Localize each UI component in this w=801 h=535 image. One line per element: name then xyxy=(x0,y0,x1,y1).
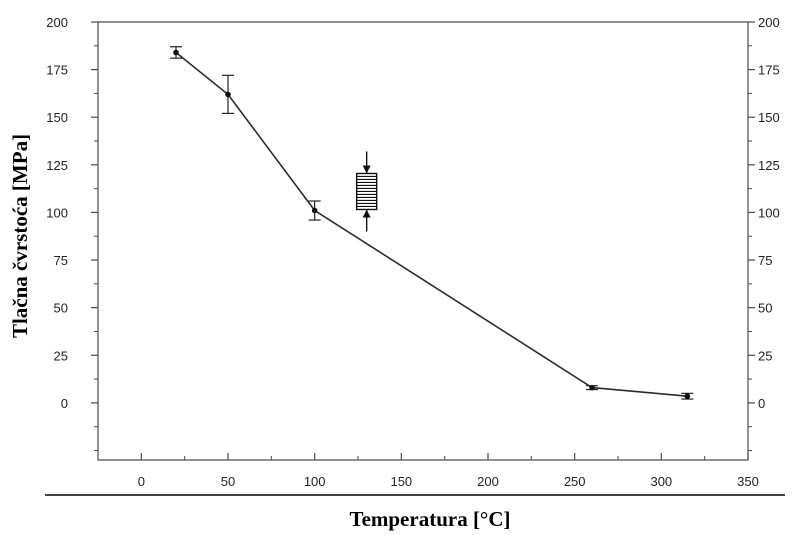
y-tick-label-right: 0 xyxy=(758,396,765,411)
y-tick-label-right: 200 xyxy=(758,15,780,30)
y-tick-label-right: 125 xyxy=(758,158,780,173)
y-tick-label-left: 75 xyxy=(54,253,68,268)
y-tick-label-right: 150 xyxy=(758,110,780,125)
y-tick-label-left: 0 xyxy=(61,396,68,411)
data-point xyxy=(311,207,318,214)
y-tick-label-left: 50 xyxy=(54,301,68,316)
x-tick-label: 350 xyxy=(737,474,759,489)
plot-frame xyxy=(97,21,749,461)
y-axis-ticks-right: 0 25 50 75 100 125 150 175 200 xyxy=(748,15,780,451)
x-tick-label: 200 xyxy=(477,474,499,489)
y-axis-title: Tlačna čvrstoća [MPa] xyxy=(8,134,32,338)
data-points xyxy=(173,49,691,400)
data-point xyxy=(173,49,179,56)
y-tick-label-left: 200 xyxy=(46,15,68,30)
error-bars xyxy=(170,46,694,400)
data-point xyxy=(589,384,595,391)
x-tick-label: 0 xyxy=(138,474,145,489)
series-line xyxy=(175,51,688,397)
y-tick-label-right: 50 xyxy=(758,301,772,316)
x-tick-label: 300 xyxy=(650,474,672,489)
y-tick-label-right: 175 xyxy=(758,63,780,78)
y-tick-label-left: 150 xyxy=(46,110,68,125)
arrow-head-top xyxy=(362,165,371,174)
x-axis-title: Temperatura [°C] xyxy=(349,507,510,531)
x-axis-ticks: 0 50 100 150 200 250 300 350 xyxy=(97,453,759,489)
x-tick-label: 50 xyxy=(221,474,235,489)
arrow-head-bottom xyxy=(362,209,371,218)
y-tick-label-left: 175 xyxy=(46,63,68,78)
x-tick-label: 250 xyxy=(564,474,586,489)
y-tick-label-left: 125 xyxy=(46,158,68,173)
data-point xyxy=(225,91,231,98)
data-point xyxy=(684,393,691,400)
y-tick-label-right: 75 xyxy=(758,253,772,268)
y-tick-label-right: 100 xyxy=(758,205,780,220)
y-tick-label-right: 25 xyxy=(758,348,772,363)
y-axis-ticks-left: 0 25 50 75 100 125 150 175 200 xyxy=(46,15,98,451)
y-tick-label-left: 25 xyxy=(54,348,68,363)
compression-specimen-icon xyxy=(355,151,378,232)
x-tick-label: 150 xyxy=(390,474,412,489)
y-tick-label-left: 100 xyxy=(46,205,68,220)
x-tick-label: 100 xyxy=(304,474,326,489)
